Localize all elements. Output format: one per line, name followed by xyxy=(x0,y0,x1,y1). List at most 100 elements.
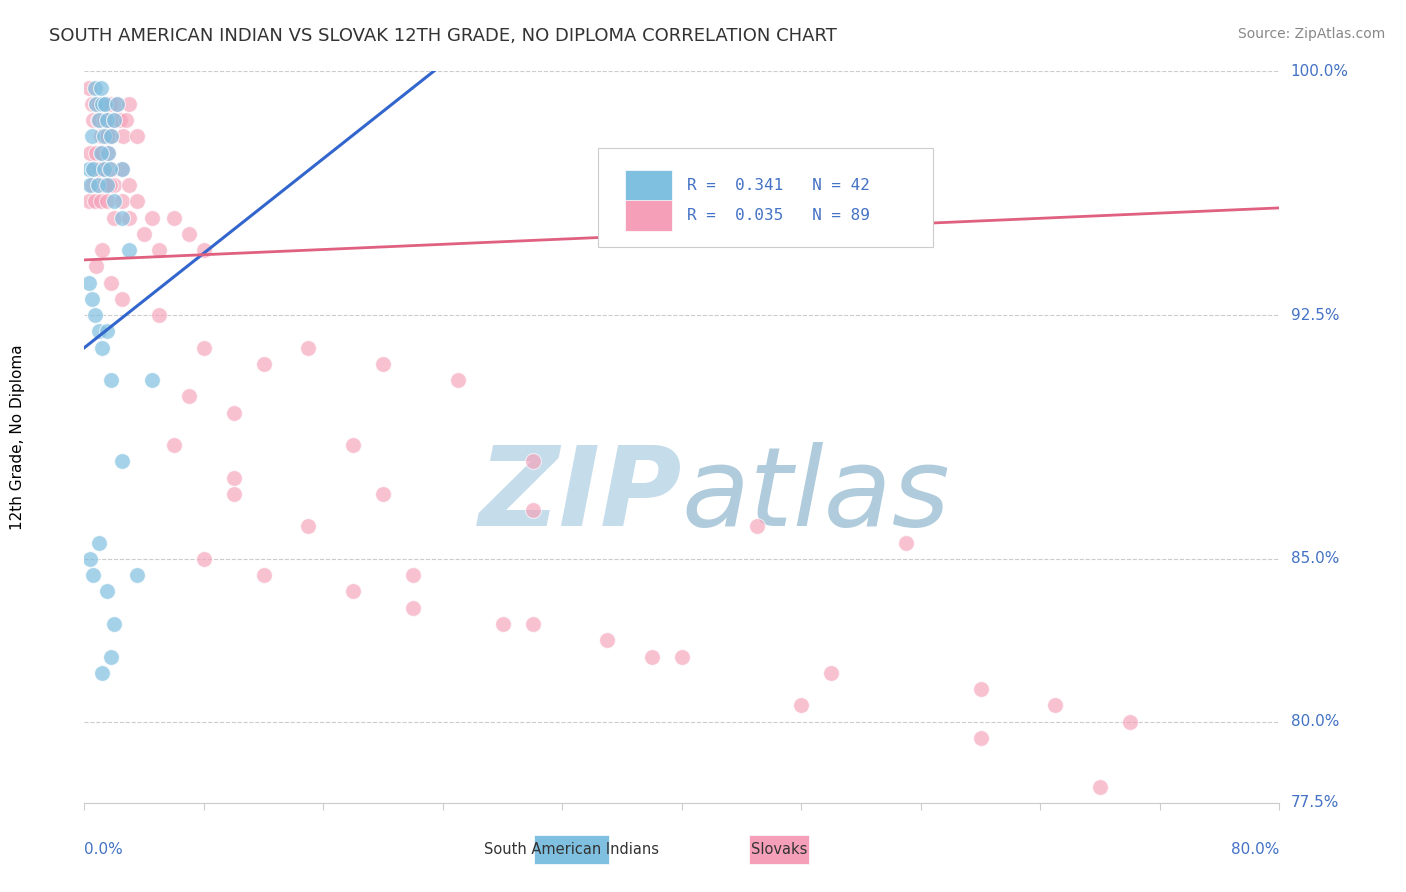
Point xyxy=(970,681,993,696)
Point xyxy=(253,568,276,582)
Point xyxy=(110,113,132,128)
Point xyxy=(89,113,111,128)
Point xyxy=(193,341,215,355)
Point xyxy=(83,308,105,322)
Point xyxy=(297,341,319,355)
Point xyxy=(87,113,110,128)
Point xyxy=(100,373,122,387)
Point xyxy=(641,649,664,664)
Text: 92.5%: 92.5% xyxy=(1291,308,1339,323)
Point xyxy=(820,665,842,680)
Point xyxy=(86,96,108,111)
Point xyxy=(105,96,128,111)
Point xyxy=(86,145,108,160)
Text: ZIP: ZIP xyxy=(478,442,682,549)
Point xyxy=(141,373,163,387)
Point xyxy=(90,194,112,209)
Point xyxy=(91,96,114,111)
Point xyxy=(148,243,170,257)
Point xyxy=(790,698,813,713)
Point xyxy=(103,113,125,128)
Point xyxy=(193,243,215,257)
FancyBboxPatch shape xyxy=(624,200,672,231)
FancyBboxPatch shape xyxy=(624,170,672,201)
Point xyxy=(98,96,121,111)
Point xyxy=(77,276,100,290)
Text: 100.0%: 100.0% xyxy=(1291,64,1348,78)
Point xyxy=(222,487,245,501)
Point xyxy=(80,129,103,144)
FancyBboxPatch shape xyxy=(599,148,934,247)
Point xyxy=(96,194,118,209)
Point xyxy=(1090,780,1112,794)
Point xyxy=(447,373,470,387)
Point xyxy=(79,552,101,566)
Point xyxy=(93,178,115,193)
Point xyxy=(596,633,619,648)
Point xyxy=(100,276,122,290)
Point xyxy=(86,96,108,111)
Point xyxy=(132,227,156,241)
Point xyxy=(94,96,117,111)
Point xyxy=(112,129,135,144)
Point xyxy=(177,389,200,403)
Point xyxy=(89,96,111,111)
Point xyxy=(148,308,170,322)
Point xyxy=(111,161,134,176)
Point xyxy=(402,600,425,615)
Point xyxy=(98,161,121,176)
Point xyxy=(90,80,112,95)
Point xyxy=(96,129,118,144)
Point xyxy=(100,649,122,664)
Point xyxy=(80,178,103,193)
FancyBboxPatch shape xyxy=(534,835,609,864)
Point xyxy=(91,145,114,160)
Point xyxy=(96,113,118,128)
Point xyxy=(80,292,103,306)
Point xyxy=(125,194,148,209)
Point xyxy=(115,113,138,128)
Point xyxy=(342,584,364,599)
Point xyxy=(111,454,134,468)
Point xyxy=(222,406,245,420)
Point xyxy=(100,129,122,144)
Point xyxy=(90,129,112,144)
Text: Source: ZipAtlas.com: Source: ZipAtlas.com xyxy=(1237,27,1385,41)
Point xyxy=(522,617,544,632)
Point xyxy=(111,211,134,225)
Point xyxy=(1045,698,1067,713)
Point xyxy=(118,178,141,193)
Point xyxy=(103,178,125,193)
Point xyxy=(83,194,105,209)
Point xyxy=(103,194,125,209)
Point xyxy=(82,161,104,176)
Point xyxy=(83,80,105,95)
Point xyxy=(522,503,544,517)
Point xyxy=(82,113,104,128)
FancyBboxPatch shape xyxy=(749,835,808,864)
Point xyxy=(82,161,104,176)
Point xyxy=(98,178,121,193)
Text: R =  0.035   N = 89: R = 0.035 N = 89 xyxy=(686,208,869,223)
Point xyxy=(402,568,425,582)
Point xyxy=(94,96,117,111)
Point xyxy=(97,145,120,160)
Point xyxy=(125,129,148,144)
Point xyxy=(177,227,200,241)
Point xyxy=(77,161,100,176)
Point xyxy=(118,211,141,225)
Point xyxy=(77,80,100,95)
Point xyxy=(93,129,115,144)
Text: atlas: atlas xyxy=(682,442,950,549)
Point xyxy=(96,584,118,599)
Point xyxy=(91,341,114,355)
Point xyxy=(492,617,515,632)
Point xyxy=(80,96,103,111)
Point xyxy=(253,357,276,371)
Point xyxy=(100,129,122,144)
Point xyxy=(97,113,120,128)
Text: 80.0%: 80.0% xyxy=(1291,714,1339,729)
Point xyxy=(87,178,110,193)
Point xyxy=(96,178,118,193)
Point xyxy=(89,325,111,339)
